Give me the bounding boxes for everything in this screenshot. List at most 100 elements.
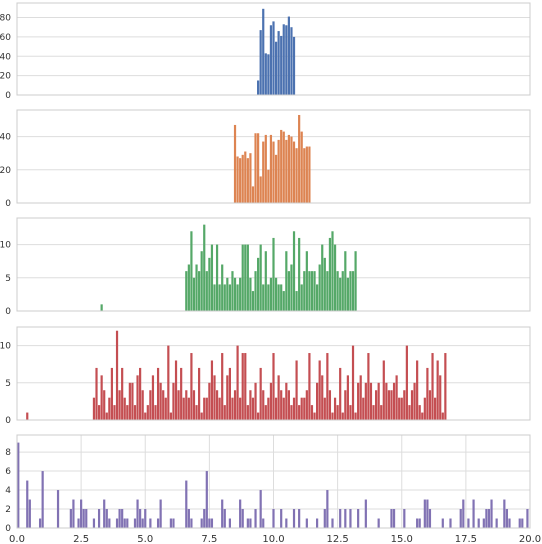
histogram-bar: [298, 114, 301, 203]
histogram-bar: [331, 518, 334, 528]
histogram-bar: [308, 271, 311, 311]
histogram-bar: [228, 284, 231, 311]
histogram-bar: [121, 367, 124, 420]
histogram-bar: [141, 390, 144, 420]
histogram-bar: [259, 490, 262, 528]
histogram-bar: [28, 499, 31, 528]
histogram-bar: [290, 136, 293, 203]
histogram-bar: [254, 509, 257, 528]
histogram-bar: [310, 271, 314, 311]
histogram-bar: [218, 397, 221, 420]
histogram-bar: [259, 176, 262, 203]
histogram-bar: [254, 382, 257, 420]
y-tick-label: 10: [0, 342, 11, 352]
y-tick-label: 8: [5, 448, 11, 458]
histogram-bar: [375, 390, 378, 420]
histogram-bar: [364, 499, 367, 528]
histogram-bar: [323, 257, 326, 311]
subplot-5: 0 2 4 6 8 0.0 2.5 5.0 7.5 10.0 12.5 15.0 17.5 20.0: [5, 434, 541, 544]
histogram-bar: [264, 53, 267, 95]
histogram-bar: [267, 284, 270, 311]
histogram-bar: [277, 375, 280, 420]
x-tick-label: 5.0: [137, 534, 153, 544]
histogram-bar: [308, 353, 311, 420]
histogram-bar: [231, 397, 234, 420]
histogram-bar: [103, 499, 106, 528]
histogram-bar: [282, 397, 285, 420]
histogram-bar: [236, 345, 239, 420]
histogram-bar: [400, 397, 403, 420]
histogram-bar: [187, 509, 190, 528]
histogram-bar: [326, 353, 329, 420]
histogram-bar: [236, 156, 239, 203]
histogram-bar: [441, 412, 444, 420]
histogram-bar: [398, 397, 401, 420]
histogram-bar: [274, 397, 278, 420]
histogram-bar: [290, 405, 293, 420]
histogram-bar: [341, 271, 344, 311]
histogram-bar: [246, 244, 249, 311]
histogram-bar: [267, 169, 270, 203]
axes-frame: [16, 2, 531, 96]
histogram-bar: [287, 16, 290, 96]
histogram-bar: [246, 518, 249, 528]
histogram-bar: [508, 518, 511, 528]
histogram-bar: [328, 390, 332, 420]
histogram-bar: [249, 153, 252, 203]
histogram-bar: [136, 499, 139, 528]
histogram-bar: [233, 124, 237, 203]
histogram-bar: [346, 375, 349, 420]
histogram-bar: [280, 390, 283, 420]
histogram-bar: [249, 518, 252, 528]
histogram-bar: [326, 271, 329, 311]
histogram-bar: [351, 345, 355, 420]
histogram-bar: [210, 360, 214, 420]
histogram-bar: [69, 509, 72, 528]
histogram-bar: [346, 277, 349, 311]
x-tick-label: 0.0: [9, 534, 25, 544]
histogram-bar: [357, 509, 360, 528]
histogram-bar: [300, 131, 303, 203]
histogram-bar: [141, 518, 144, 528]
histogram-bar: [269, 25, 273, 96]
histogram-bar: [303, 271, 306, 311]
histogram-bar: [118, 509, 121, 528]
histogram-bar: [85, 509, 88, 528]
subplot-4: 0 5 10: [0, 326, 531, 426]
histogram-bar: [228, 367, 231, 420]
histogram-bar: [241, 244, 244, 311]
x-tick-label: 10.0: [262, 534, 284, 544]
histogram-bar: [190, 518, 193, 528]
histogram-bar: [169, 518, 172, 528]
histogram-bar: [123, 397, 126, 420]
histogram-bar: [200, 412, 203, 420]
histogram-bar: [246, 158, 249, 203]
histogram-bar: [308, 146, 311, 203]
histogram-bar: [257, 257, 260, 311]
histogram-bar: [277, 284, 280, 311]
y-tick-label: 60: [0, 33, 11, 43]
histogram-bar: [285, 518, 288, 528]
histogram-bar: [26, 480, 29, 528]
histogram-bar: [331, 231, 334, 311]
histogram-bar: [223, 509, 226, 528]
x-tick-label: 12.5: [326, 534, 348, 544]
histogram-bar: [387, 390, 391, 420]
y-tick-label: 6: [5, 467, 11, 477]
histogram-bar: [131, 382, 134, 420]
histogram-bar: [292, 397, 296, 420]
histogram-bar: [210, 518, 214, 528]
histogram-bar: [349, 271, 352, 311]
histogram-bar: [192, 390, 196, 420]
histogram-bar: [269, 277, 273, 311]
histogram-bar: [298, 405, 301, 420]
histogram-bar: [336, 271, 339, 311]
histogram-bar: [428, 509, 432, 528]
histogram-bar: [349, 509, 352, 528]
histogram-bar: [198, 367, 201, 420]
histogram-bar: [323, 397, 326, 420]
histogram-bar: [241, 353, 244, 420]
histogram-bar: [187, 264, 190, 311]
histogram-bar: [269, 382, 273, 420]
histogram-bar: [292, 36, 296, 95]
